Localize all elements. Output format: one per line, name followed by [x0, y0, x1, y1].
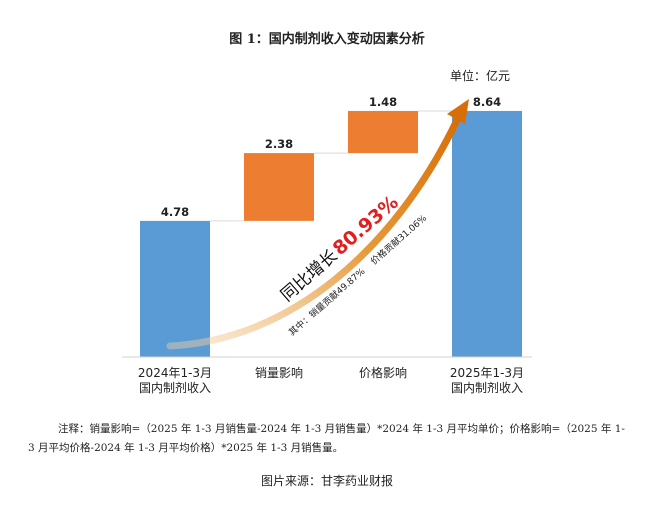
category-label-3-1: 国内制剂收入 — [451, 380, 523, 395]
bar-3 — [452, 110, 522, 358]
bar-0 — [140, 220, 210, 357]
category-label-0-1: 国内制剂收入 — [139, 380, 211, 395]
value-label-3: 8.64 — [473, 95, 501, 109]
bar-series — [140, 110, 522, 358]
bar-2 — [348, 110, 418, 154]
category-label-1-0: 销量影响 — [255, 365, 303, 380]
unit-label: 单位：亿元 — [450, 69, 511, 83]
category-label-2-0: 价格影响 — [359, 365, 407, 380]
category-label-3-0: 2025年1-3月 — [450, 366, 524, 380]
image-source: 图片来源：甘李药业财报 — [260, 474, 393, 488]
value-label-1: 2.38 — [265, 137, 293, 151]
footnote: 注释：销量影响=（2025 年 1-3 月销售量-2024 年 1-3 月销售量… — [28, 423, 625, 454]
figure-title: 图 1：国内制剂收入变动因素分析 — [229, 32, 425, 47]
connector-lines — [210, 110, 452, 222]
value-label-0: 4.78 — [161, 205, 189, 219]
value-label-2: 1.48 — [369, 95, 397, 109]
category-label-0-0: 2024年1-3月 — [138, 366, 212, 380]
growth-arrow — [166, 114, 462, 350]
bar-1 — [244, 153, 314, 221]
growth-arrow-head — [447, 99, 469, 124]
value-labels: 4.78 2.38 1.48 8.64 — [161, 95, 501, 219]
